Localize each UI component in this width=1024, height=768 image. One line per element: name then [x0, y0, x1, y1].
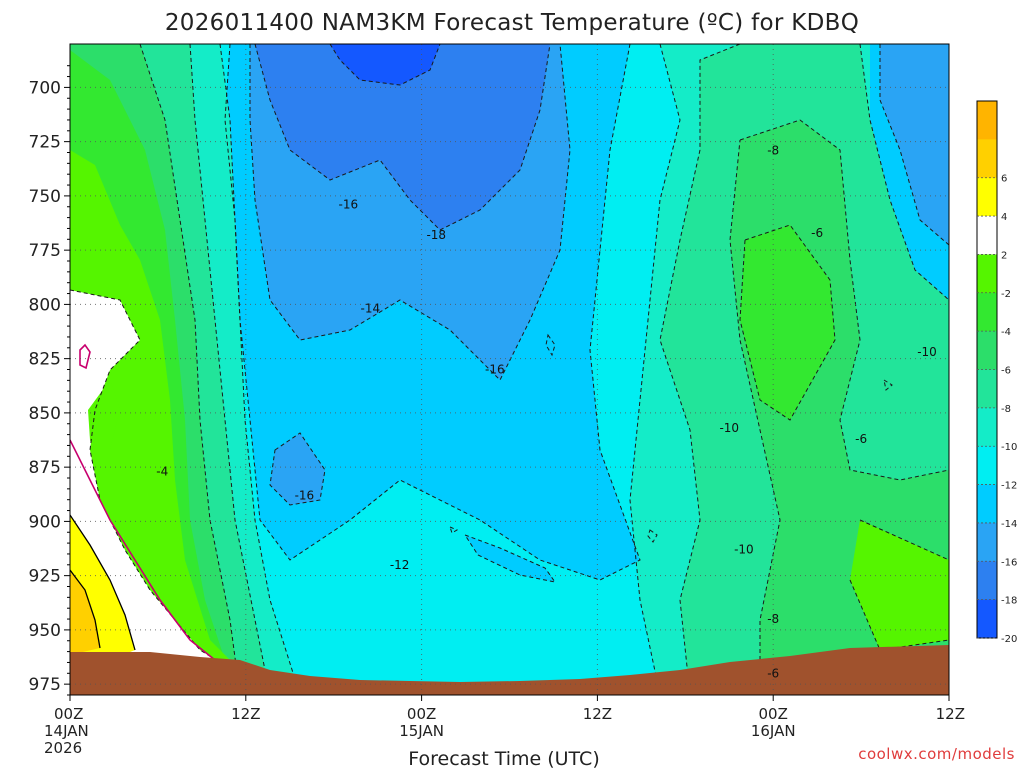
colorbar-swatch — [977, 254, 997, 294]
y-tick-label: 850 — [29, 404, 61, 424]
contour-label: -10 — [719, 421, 739, 435]
y-tick-label: 775 — [29, 241, 61, 261]
colorbar-tick-label: -14 — [1001, 519, 1017, 530]
contour-label: -4 — [156, 464, 168, 478]
ground-terrain — [70, 645, 949, 695]
band-minus4-lower-right — [850, 520, 949, 650]
contour-label: -6 — [767, 666, 779, 680]
colorbar-tick-label: -18 — [1001, 596, 1017, 607]
band-minus4-wedge — [88, 380, 120, 470]
x-tick-label: 00Z — [54, 705, 83, 723]
contour-label: -16 — [339, 198, 359, 212]
contour-label: -6 — [855, 432, 867, 446]
contour-label: -10 — [917, 345, 937, 359]
x-tick-date: 16JAN — [751, 722, 796, 740]
contour-label: -16 — [485, 363, 505, 377]
x-tick-label: 00Z — [407, 705, 436, 723]
band-minus4-core-upper — [740, 225, 835, 420]
colorbar-swatch — [977, 599, 997, 639]
contour-label: -8 — [767, 143, 779, 157]
colorbar-tick-label: -2 — [1001, 289, 1011, 300]
colorbar-tick-label: 4 — [1001, 212, 1007, 223]
colorbar-tick-label: -6 — [1001, 366, 1011, 377]
colorbar-swatch — [977, 522, 997, 562]
y-tick-label: 950 — [29, 621, 61, 641]
colorbar-swatch — [977, 292, 997, 332]
y-tick-label: 975 — [29, 675, 61, 695]
x-tick-label: 12Z — [936, 705, 965, 723]
x-tick-date: 14JAN — [44, 722, 89, 740]
colorbar-swatch — [977, 369, 997, 409]
band-upper-right-cyan — [870, 44, 949, 300]
band-minus16-blob — [270, 433, 325, 505]
y-tick-label: 825 — [29, 350, 61, 370]
colorbar-swatch — [977, 177, 997, 217]
x-tick-label: 12Z — [583, 705, 612, 723]
y-tick-label: 700 — [29, 78, 61, 98]
y-tick-label: 750 — [29, 187, 61, 207]
plot-area: -16 -18 -14 -16 -16 -12 -4 -8 -6 -10 -10 -6 -10 -8 -6 — [70, 44, 949, 695]
colorbar-tick-label: 6 — [1001, 174, 1007, 185]
solid-warm-contours — [70, 343, 216, 661]
band-minus20 — [330, 44, 440, 85]
band-upper-right-blue — [880, 44, 949, 245]
colorbar-tick-label: -4 — [1001, 327, 1011, 338]
colorbar-swatch — [977, 407, 997, 447]
contour-label: -16 — [295, 488, 315, 502]
y-axis: 700 725 750 775 800 825 850 875 900 925 950 975 — [29, 65, 70, 696]
colorbar-swatch — [977, 561, 997, 601]
colorbar-tick-label: -10 — [1001, 442, 1017, 453]
band-minus14-lower-blob — [465, 535, 555, 582]
colorbar-swatch — [977, 446, 997, 486]
contour-labels: -16 -18 -14 -16 -16 -12 -4 -8 -6 -10 -10 -6 -10 -8 -6 — [156, 143, 937, 680]
gridlines — [70, 44, 949, 695]
y-tick-label: 925 — [29, 567, 61, 587]
colorbar-tick-label: -12 — [1001, 481, 1017, 492]
y-tick-label: 900 — [29, 512, 61, 532]
colorbar-tick-label: -8 — [1001, 404, 1011, 415]
x-tick-label: 00Z — [759, 705, 788, 723]
colorbar-tick-label: 2 — [1001, 250, 1007, 261]
band-plus4-gold — [70, 570, 100, 655]
band-minus18 — [255, 44, 550, 230]
colorbar-swatch — [977, 484, 997, 524]
colorbar-tick-label: -16 — [1001, 557, 1017, 568]
x-tick-label: 12Z — [231, 705, 260, 723]
contour-label: -10 — [734, 543, 754, 557]
colorbar-swatch — [977, 101, 997, 140]
chart-title: 2026011400 NAM3KM Forecast Temperature (… — [165, 10, 859, 36]
colorbar-swatch — [977, 216, 997, 255]
colorbar-swatch — [977, 331, 997, 370]
x-tick-year: 2026 — [44, 739, 82, 757]
x-axis-label: Forecast Time (UTC) — [408, 748, 599, 768]
contour-label: -18 — [426, 228, 446, 242]
contour-label: -8 — [767, 612, 779, 626]
y-tick-label: 725 — [29, 133, 61, 153]
colorbar: 6 4 2 -2 -4 -6 -8 -10 -12 -14 -16 -18 -20 — [976, 100, 1017, 645]
contour-label: -14 — [361, 302, 381, 316]
contour-label: -12 — [390, 558, 410, 572]
colorbar-tick-label: -20 — [1001, 634, 1017, 645]
colorbar-swatch — [977, 139, 997, 179]
y-tick-label: 875 — [29, 458, 61, 478]
y-tick-label: 800 — [29, 295, 61, 315]
x-tick-date: 15JAN — [399, 722, 444, 740]
credit-text: coolwx.com/models — [858, 745, 1015, 763]
contour-label: -6 — [811, 226, 823, 240]
